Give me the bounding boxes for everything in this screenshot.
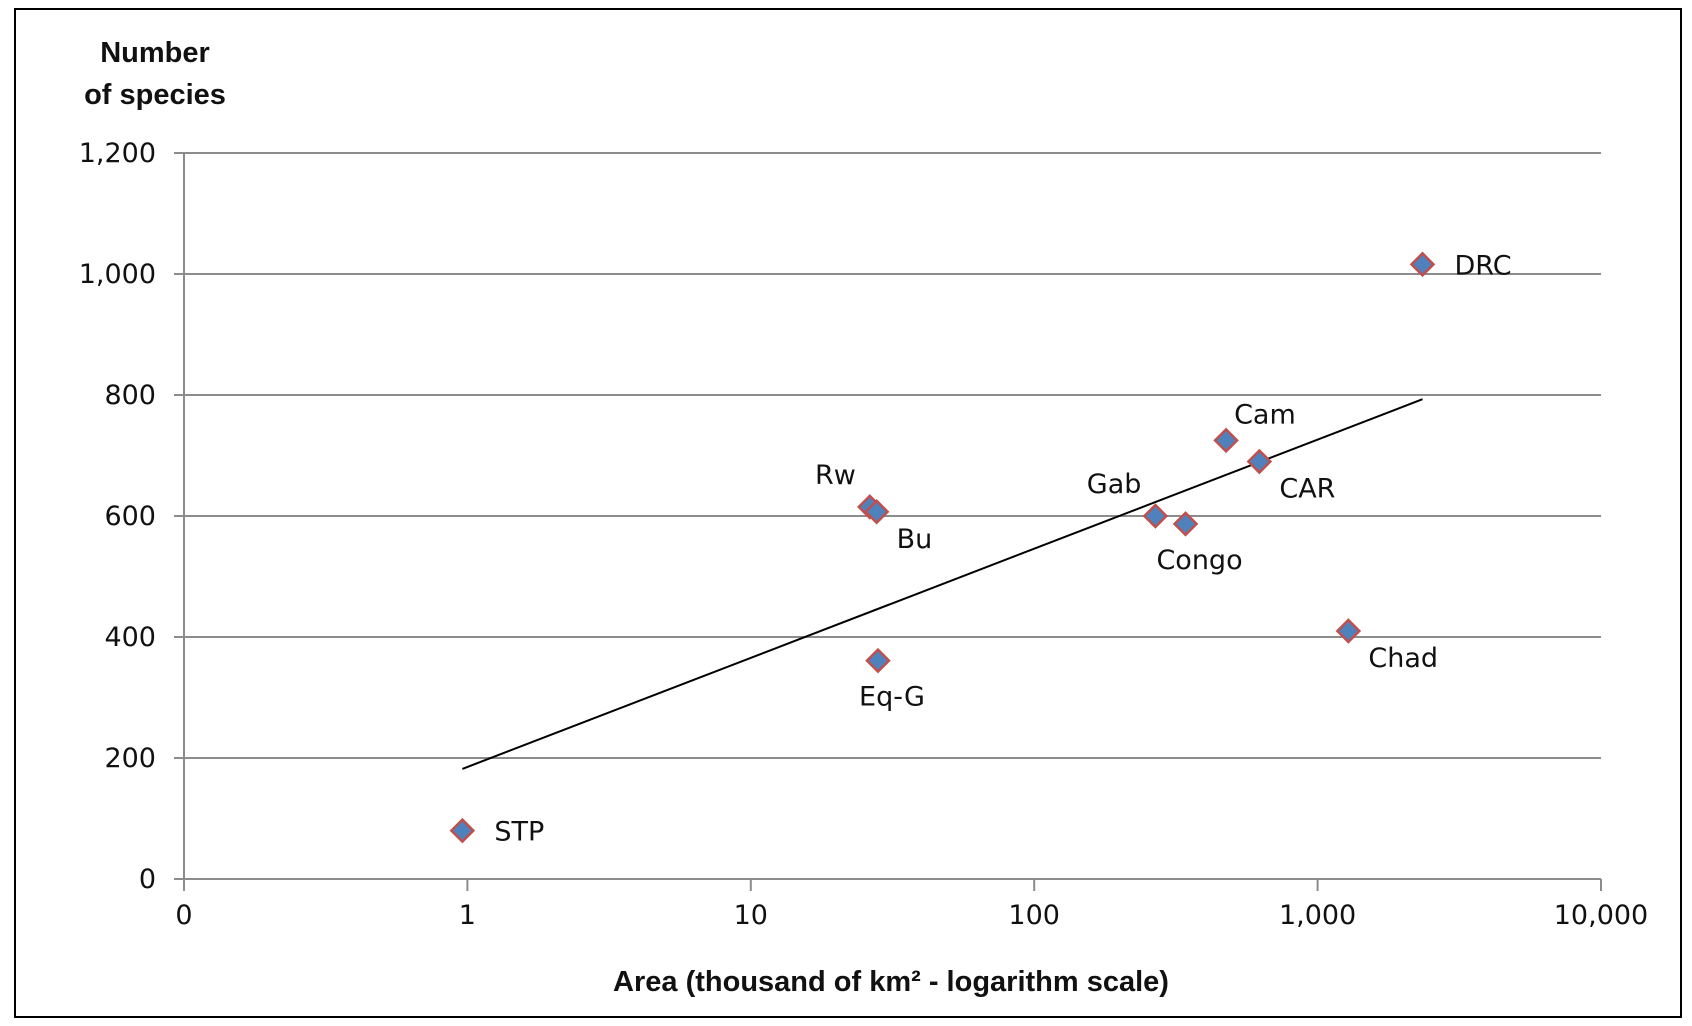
data-point-cam	[1213, 427, 1239, 454]
axes	[174, 152, 1602, 891]
x-tick-labels: 0 1 10 100 1,000 10,000	[175, 900, 1648, 931]
y-tick-labels: 0 200 400 600 800 1,000 1,200	[79, 138, 156, 895]
trendline-path	[462, 398, 1423, 770]
data-point-gab	[1142, 503, 1169, 529]
x-tick-label: 100	[1008, 900, 1060, 931]
point-label-gab: Gab	[1087, 469, 1142, 500]
point-label-rw: Rw	[815, 460, 856, 491]
y-axis-label-line-1: Number	[100, 37, 210, 69]
trendline	[462, 398, 1423, 770]
data-point-congo	[1172, 511, 1199, 537]
x-tick-label: 1	[459, 900, 476, 931]
data-point-bu	[863, 498, 890, 525]
y-axis-label-line-2: of species	[84, 79, 226, 111]
y-tick-label: 600	[104, 501, 156, 532]
point-label-car: CAR	[1279, 474, 1335, 505]
y-tick-label: 200	[104, 743, 156, 774]
x-tick-label: 1,000	[1279, 900, 1356, 931]
data-point-stp	[449, 817, 476, 844]
gridlines	[184, 152, 1601, 759]
data-point-chad	[1335, 618, 1362, 644]
point-labels: STP Rw Bu Eq-G Gab Congo Cam CAR Chad DRC	[494, 250, 1511, 847]
chart-frame	[14, 8, 1682, 1018]
x-tick-label: 10,000	[1554, 900, 1648, 931]
y-tick-label: 800	[104, 380, 156, 411]
point-label-cam: Cam	[1234, 399, 1296, 430]
x-axis-label: Area (thousand of km² - logarithm scale)	[613, 966, 1169, 998]
data-point-eq-g	[865, 647, 891, 674]
x-tick-label: 10	[734, 900, 768, 931]
y-tick-label: 1,000	[79, 259, 156, 290]
x-tick-label: 0	[175, 900, 192, 931]
data-point-car	[1246, 448, 1273, 475]
data-points	[449, 251, 1436, 844]
point-label-bu: Bu	[897, 524, 933, 555]
y-tick-label: 0	[139, 864, 156, 895]
y-tick-label: 400	[104, 622, 156, 653]
point-label-eq-g: Eq-G	[859, 682, 925, 713]
data-point-drc	[1409, 251, 1436, 278]
y-tick-label: 1,200	[79, 138, 156, 169]
point-label-chad: Chad	[1368, 643, 1438, 674]
point-label-congo: Congo	[1156, 545, 1242, 576]
point-label-stp: STP	[494, 817, 544, 848]
point-label-drc: DRC	[1454, 250, 1511, 281]
